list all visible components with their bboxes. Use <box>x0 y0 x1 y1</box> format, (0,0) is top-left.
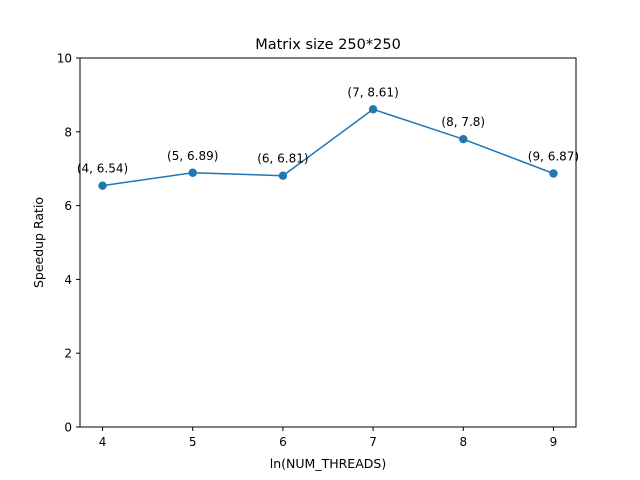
y-tick-label: 8 <box>64 125 72 139</box>
data-point <box>278 171 288 180</box>
y-tick-label: 10 <box>57 52 72 66</box>
x-tick-label: 4 <box>99 435 107 449</box>
y-tick-label: 6 <box>64 199 72 213</box>
data-point <box>368 105 378 114</box>
y-tick-label: 0 <box>64 421 72 435</box>
data-point <box>549 169 558 178</box>
y-tick-label: 4 <box>64 273 72 287</box>
data-point <box>188 168 197 177</box>
series-line <box>102 108 554 187</box>
data-label: (8, 7.8) <box>441 115 485 129</box>
x-tick-label: 6 <box>279 435 287 449</box>
y-tick-label: 2 <box>64 347 72 361</box>
data-label: (4, 6.54) <box>77 162 128 176</box>
x-axis-label: ln(NUM_THREADS) <box>270 456 386 471</box>
data-label: (9, 6.87) <box>528 149 579 163</box>
x-tick-label: 7 <box>369 435 377 449</box>
x-tick-label: 9 <box>550 435 558 449</box>
plot-area: 4 5 6 7 8 9 0 2 4 6 8 10 (4, 6.54) (5, 6.89) (6, 6.81)… <box>57 52 579 450</box>
x-tick-label: 5 <box>189 435 197 449</box>
data-point <box>459 134 468 144</box>
data-label: (6, 6.81) <box>257 152 308 166</box>
chart-title: Matrix size 250*250 <box>255 37 401 53</box>
data-label: (7, 8.61) <box>347 85 398 99</box>
x-tick-label: 8 <box>459 435 467 449</box>
data-point <box>98 181 107 190</box>
y-axis-label: Speedup Ratio <box>31 197 46 288</box>
axes-frame <box>79 57 577 428</box>
data-label: (5, 6.89) <box>167 149 218 163</box>
